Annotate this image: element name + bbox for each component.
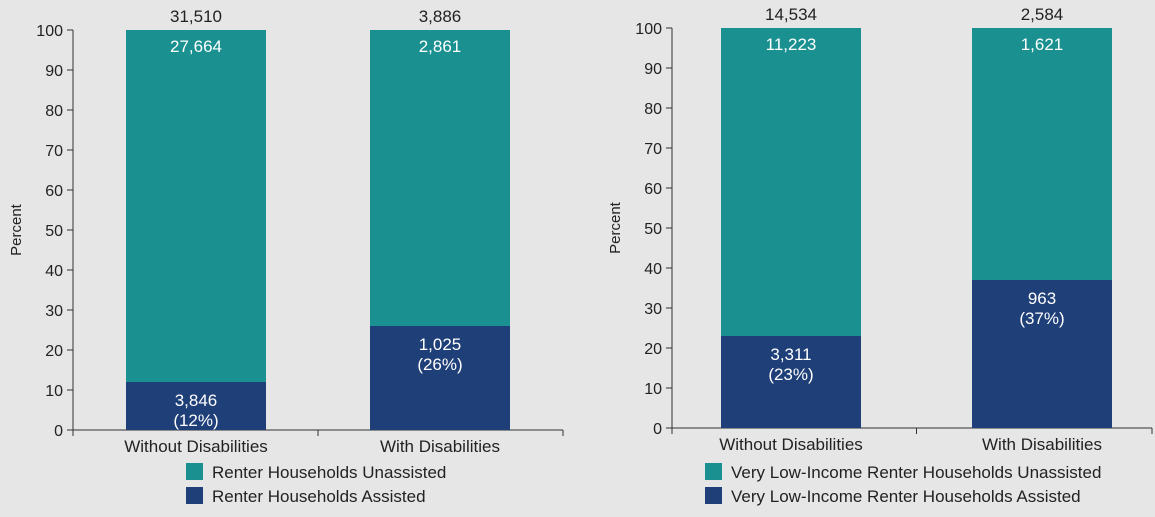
assisted-count-label: 3,846 [175, 391, 218, 410]
y-tick-label: 50 [45, 223, 63, 240]
assisted-percent-label: (12%) [173, 411, 218, 430]
y-tick-label: 30 [45, 303, 63, 320]
chart-panel-2: 0 10 20 30 40 50 60 70 80 90 100 Percent 14,534 11,22… [607, 5, 1153, 506]
y-tick-label: 70 [45, 143, 63, 160]
assisted-percent-label: (37%) [1019, 309, 1064, 328]
category-label: Without Disabilities [719, 435, 863, 454]
y-tick-label: 0 [54, 423, 63, 440]
bar-assisted-2 [972, 280, 1112, 428]
y-tick-label: 20 [45, 343, 63, 360]
bar-total-label: 3,886 [419, 7, 462, 26]
y-tick-label: 100 [635, 21, 662, 38]
legend-swatch-unassisted [705, 463, 722, 480]
bar-unassisted-2 [370, 30, 510, 326]
y-tick-label: 20 [644, 341, 662, 358]
bar-assisted-1 [721, 336, 861, 428]
category-label: With Disabilities [380, 437, 500, 456]
y-axis-title: Percent [8, 203, 25, 256]
legend-label-unassisted: Very Low-Income Renter Households Unassi… [731, 463, 1101, 482]
y-tick-label: 40 [45, 263, 63, 280]
category-label: Without Disabilities [124, 437, 268, 456]
unassisted-count-label: 27,664 [170, 37, 222, 56]
bar-total-label: 2,584 [1021, 5, 1064, 24]
unassisted-count-label: 11,223 [766, 35, 817, 54]
assisted-percent-label: (23%) [768, 365, 813, 384]
chart-panel-1: 0 10 20 30 40 50 60 70 80 90 100 Percent 31,510 27,66… [8, 7, 564, 506]
bar-assisted-1 [126, 382, 266, 430]
y-tick-label: 0 [653, 421, 662, 438]
y-tick-label: 50 [644, 221, 662, 238]
bar-total-label: 31,510 [170, 7, 222, 26]
category-label: With Disabilities [982, 435, 1102, 454]
y-tick-label: 90 [644, 61, 662, 78]
y-tick-label: 100 [36, 23, 63, 40]
legend-label-unassisted: Renter Households Unassisted [212, 463, 446, 482]
bar-total-label: 14,534 [765, 5, 817, 24]
y-tick-label: 60 [644, 181, 662, 198]
y-tick-label: 70 [644, 141, 662, 158]
y-tick-label: 10 [644, 381, 662, 398]
y-tick-label: 30 [644, 301, 662, 318]
unassisted-count-label: 1,621 [1021, 35, 1064, 54]
legend: Renter Households Unassisted Renter House… [186, 463, 446, 506]
bar-unassisted-2 [972, 28, 1112, 280]
legend-label-assisted: Very Low-Income Renter Households Assist… [731, 487, 1081, 506]
y-tick-label: 60 [45, 183, 63, 200]
assisted-count-label: 963 [1028, 289, 1056, 308]
y-axis-title: Percent [607, 201, 624, 254]
legend-label-assisted: Renter Households Assisted [212, 487, 426, 506]
y-tick-label: 40 [644, 261, 662, 278]
legend: Very Low-Income Renter Households Unassi… [705, 463, 1101, 506]
bar-unassisted-1 [126, 30, 266, 382]
bar-assisted-2 [370, 326, 510, 430]
y-tick-label: 90 [45, 63, 63, 80]
assisted-count-label: 3,311 [770, 345, 811, 364]
assisted-percent-label: (26%) [417, 355, 462, 374]
unassisted-count-label: 2,861 [419, 37, 462, 56]
y-tick-label: 80 [45, 103, 63, 120]
legend-swatch-assisted [186, 487, 203, 504]
legend-swatch-assisted [705, 487, 722, 504]
y-tick-label: 80 [644, 101, 662, 118]
assisted-count-label: 1,025 [419, 335, 462, 354]
legend-swatch-unassisted [186, 463, 203, 480]
bar-unassisted-1 [721, 28, 861, 336]
y-tick-label: 10 [45, 383, 63, 400]
